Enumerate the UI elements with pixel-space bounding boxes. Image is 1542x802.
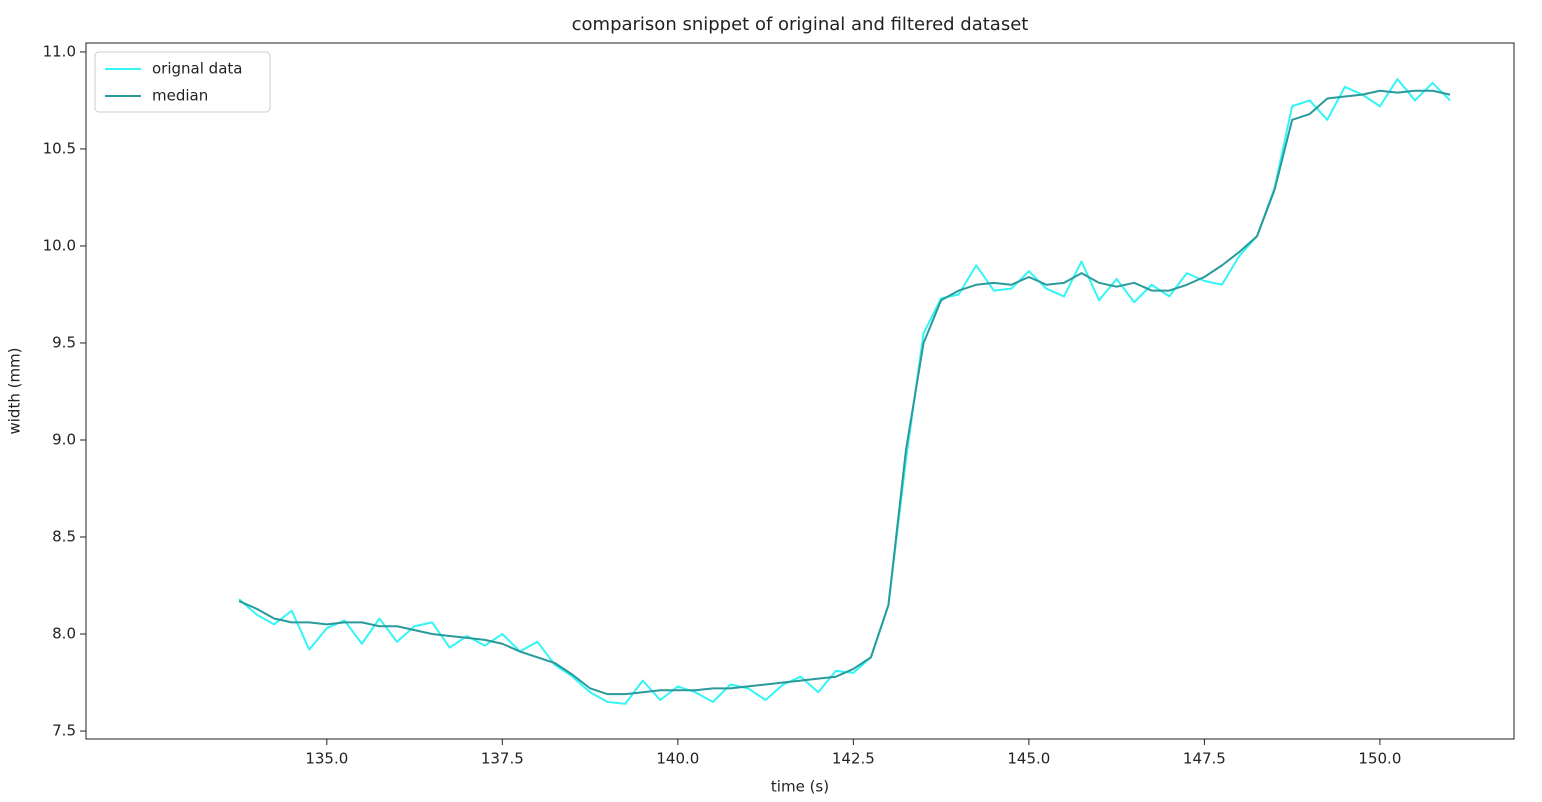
data-line	[238, 89, 1451, 696]
x-tick-label: 135.0	[305, 750, 348, 768]
y-axis-label: width (mm)	[6, 347, 24, 434]
x-tick-label: 145.0	[1007, 750, 1050, 768]
x-tick-label: 140.0	[656, 750, 699, 768]
y-tick-label: 11.0	[43, 42, 76, 60]
y-tick-label: 9.0	[52, 430, 76, 448]
x-tick-label: 137.5	[481, 750, 524, 768]
y-tick-label: 7.5	[52, 722, 76, 740]
y-tick-label: 8.5	[52, 528, 76, 546]
x-tick-label: 142.5	[832, 750, 875, 768]
x-axis-label: time (s)	[771, 778, 829, 796]
x-tick-label: 150.0	[1358, 750, 1401, 768]
y-tick-label: 10.0	[43, 236, 76, 254]
plot-frame	[85, 42, 1515, 740]
y-tick-label: 10.5	[43, 139, 76, 157]
chart-title: comparison snippet of original and filte…	[572, 14, 1029, 35]
y-tick-label: 9.5	[52, 333, 76, 351]
x-tick-label: 147.5	[1183, 750, 1226, 768]
legend-label: median	[152, 87, 208, 105]
y-tick-label: 8.0	[52, 625, 76, 643]
legend-label: orignal data	[152, 60, 242, 78]
